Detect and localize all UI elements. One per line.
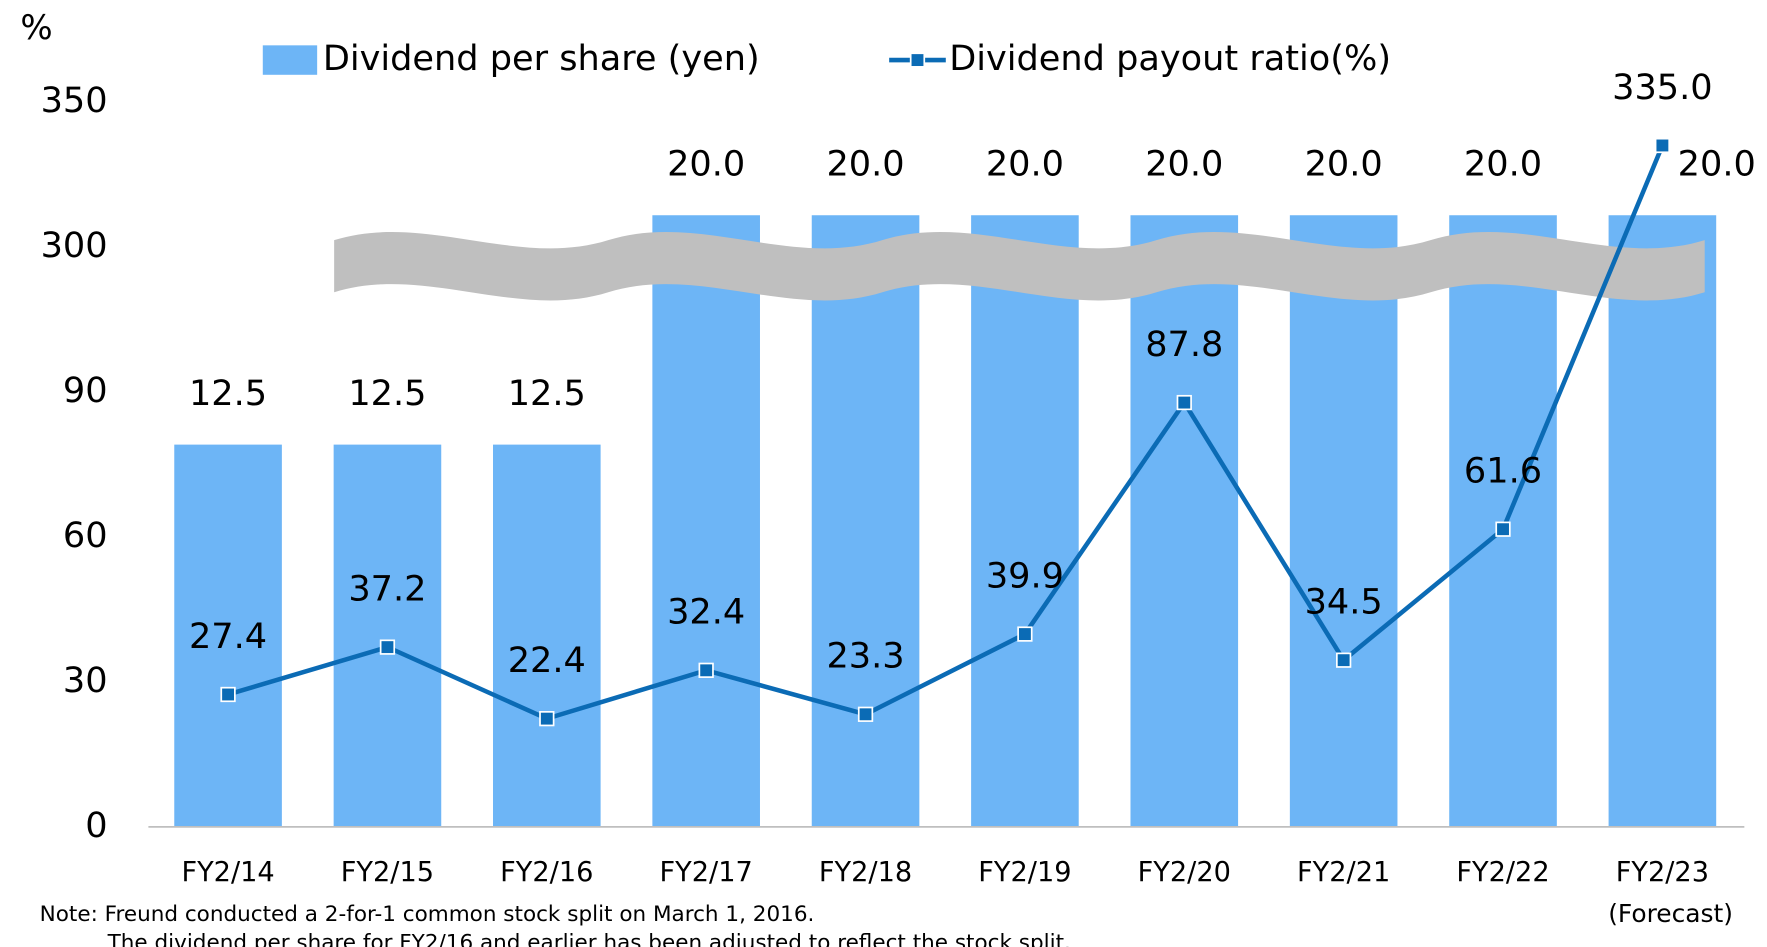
bar-value-label: 12.5 — [508, 373, 586, 414]
x-tick-label: FY2/18 — [819, 857, 912, 888]
y-tick-label: 90 — [63, 370, 108, 411]
line-value-label: 23.3 — [826, 636, 904, 677]
legend-label: Dividend per share (yen) — [323, 38, 760, 79]
line-marker — [857, 706, 874, 722]
bar-value-label: 12.5 — [348, 373, 426, 414]
line-value-label: 61.6 — [1464, 451, 1542, 492]
bar-value-label: 20.0 — [1464, 143, 1542, 184]
forecast-label: (Forecast) — [1608, 899, 1733, 928]
line-value-label: 22.4 — [508, 640, 586, 681]
bar-value-label: 20.0 — [986, 143, 1064, 184]
bar-value-label: 20.0 — [1678, 143, 1756, 184]
line-marker — [1176, 394, 1192, 411]
line-value-label: 39.9 — [986, 555, 1064, 596]
line-marker — [1654, 137, 1671, 154]
line-marker — [698, 662, 714, 678]
x-tick-label: FY2/22 — [1456, 857, 1549, 888]
y-tick-label: 60 — [63, 515, 108, 556]
line-marker — [539, 710, 555, 727]
bar — [333, 444, 442, 827]
bar — [1608, 215, 1717, 827]
x-tick-label: FY2/20 — [1138, 857, 1231, 888]
y-tick-label: 350 — [41, 80, 108, 121]
line-value-label: 34.5 — [1305, 582, 1383, 623]
note: Note: Freund conducted a 2-for-1 common … — [40, 902, 815, 927]
line-marker — [379, 639, 396, 655]
x-tick-label: FY2/15 — [341, 857, 434, 888]
line-value-label: 87.8 — [1145, 324, 1223, 365]
y-tick-label: 0 — [85, 805, 107, 846]
line — [227, 144, 1665, 722]
legend-swatch — [262, 45, 318, 75]
note: The dividend per share for FY2/16 and ea… — [107, 931, 1071, 947]
legend-swatch — [909, 52, 926, 68]
bar-value-label: 20.0 — [1305, 143, 1383, 184]
bar-value-label: 20.0 — [826, 143, 904, 184]
bar — [1130, 215, 1239, 827]
bar — [971, 215, 1079, 827]
x-tick-label: FY2/19 — [978, 857, 1071, 888]
axis-break — [334, 231, 1705, 301]
line-marker — [1336, 652, 1352, 668]
y-tick-label: 300 — [41, 225, 108, 266]
bar — [493, 444, 601, 827]
bar-value-label: 20.0 — [667, 143, 745, 184]
bar — [652, 215, 760, 827]
y-axis-label: % — [20, 8, 52, 48]
bar — [1289, 215, 1398, 827]
legend-label: Dividend payout ratio(%) — [949, 38, 1391, 79]
line-marker — [1495, 521, 1511, 537]
x-tick-label: FY2/21 — [1297, 857, 1390, 888]
x-tick-label: FY2/23 — [1616, 857, 1709, 888]
line-marker — [1017, 626, 1033, 642]
line-value-label: 335.0 — [1612, 67, 1713, 108]
x-tick-label: FY2/16 — [500, 857, 593, 888]
x-tick-label: FY2/14 — [181, 857, 274, 888]
line-marker — [220, 686, 236, 703]
line-value-label: 32.4 — [667, 592, 745, 633]
bar — [1449, 215, 1557, 827]
bar — [811, 215, 920, 827]
line-value-label: 37.2 — [348, 568, 426, 609]
bar-value-label: 20.0 — [1145, 143, 1223, 184]
bar-value-label: 12.5 — [189, 373, 267, 414]
bar — [174, 444, 282, 827]
y-tick-label: 30 — [63, 660, 108, 701]
x-tick-label: FY2/17 — [660, 857, 753, 888]
line-value-label: 27.4 — [189, 616, 267, 657]
